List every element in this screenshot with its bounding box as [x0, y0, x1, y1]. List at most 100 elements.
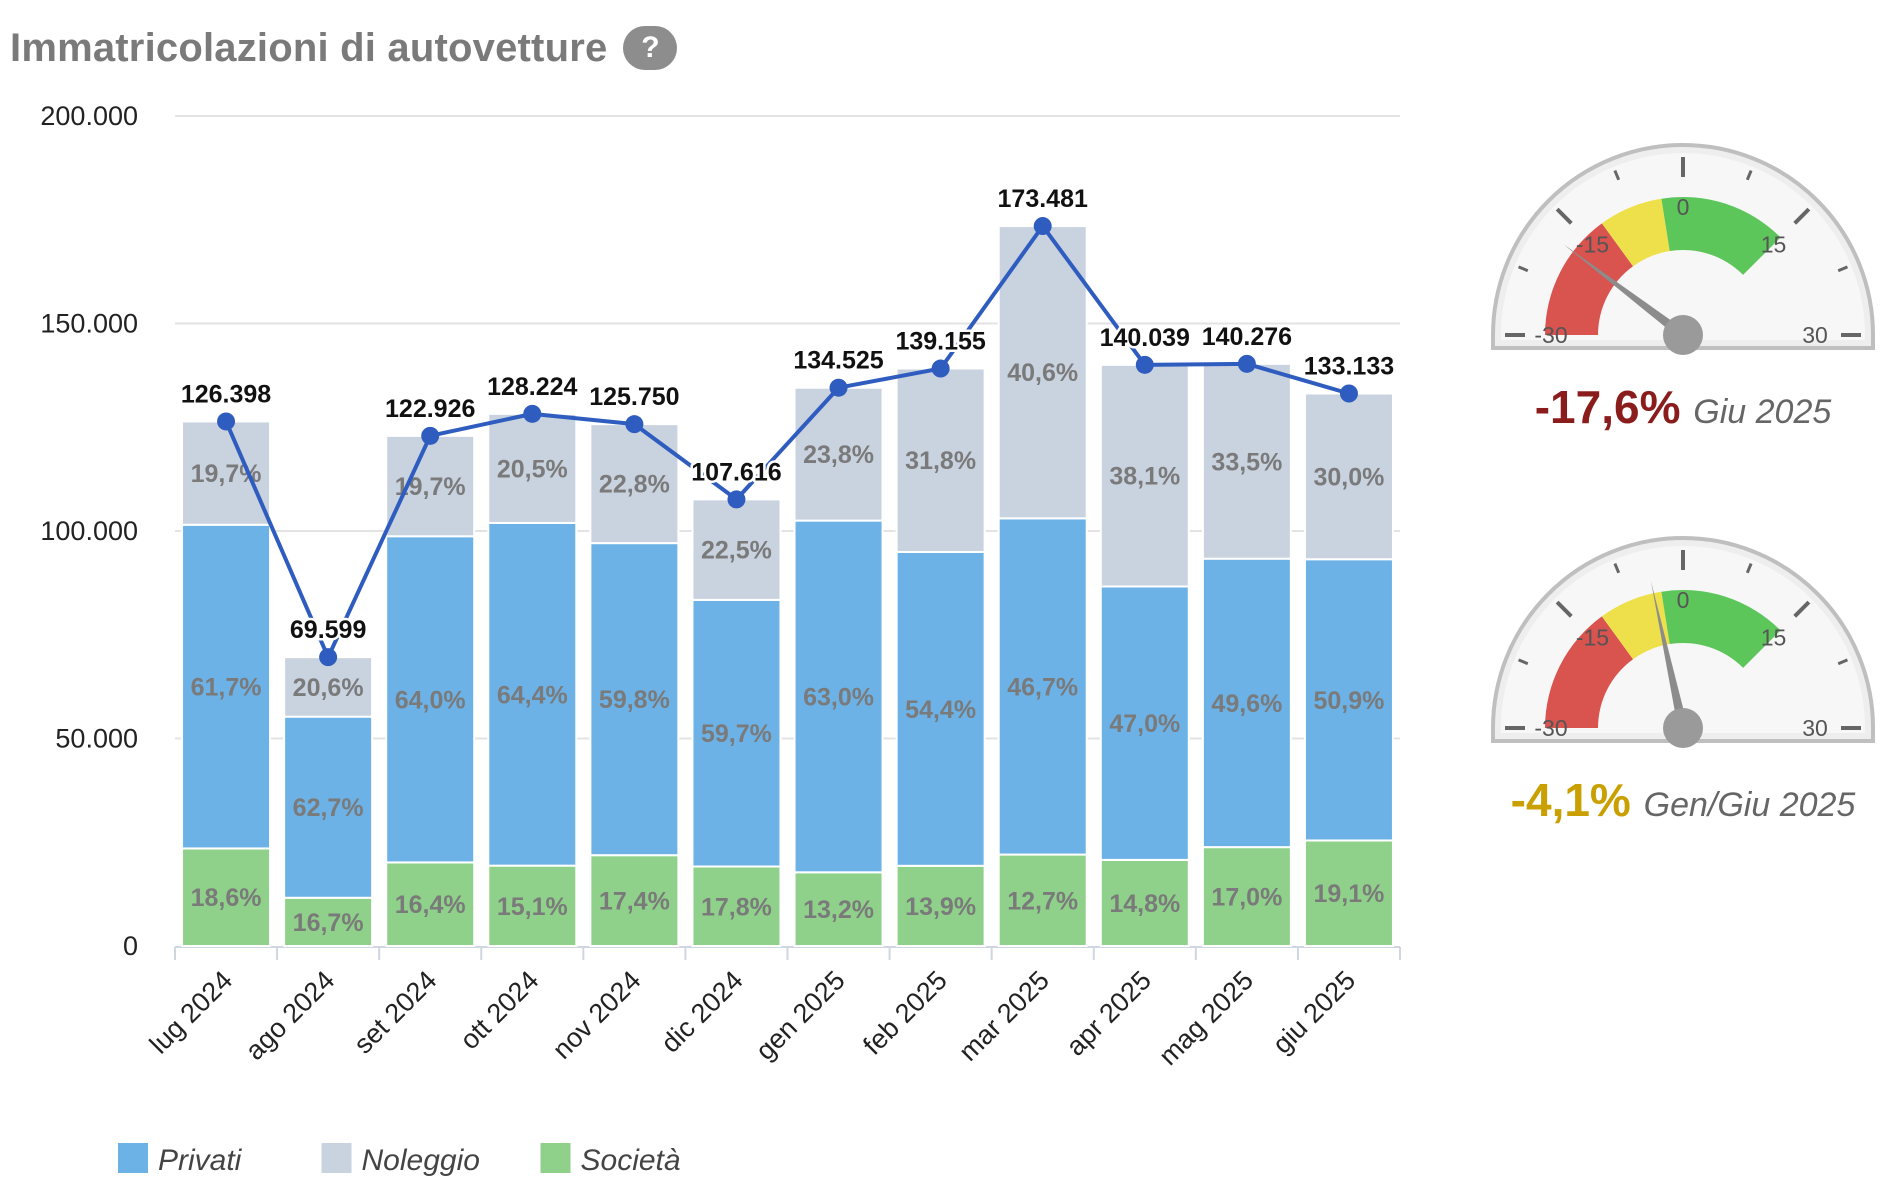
- chart-title: Immatricolazioni di autovetture: [10, 25, 608, 70]
- bar-segment: [1099, 363, 1190, 588]
- bar-segment: [1303, 392, 1394, 561]
- gauge-tick: [1837, 658, 1849, 666]
- legend-label: Privati: [158, 1144, 243, 1177]
- gauge: -30 -15 0 15 30 -17,6% Giu 2025: [1491, 143, 1875, 433]
- gauge-scale-label: -15: [1576, 624, 1609, 650]
- x-tick-label: giu 2025: [1267, 965, 1361, 1059]
- gauge-scale-label: 0: [1677, 587, 1690, 613]
- gauge-readout: -17,6% Giu 2025: [1535, 381, 1832, 433]
- gauge-band: [1661, 590, 1781, 668]
- bar-percent-label: 59,7%: [701, 720, 772, 748]
- total-value-label: 122.926: [385, 395, 475, 423]
- bar-segment: [895, 864, 986, 948]
- total-value-label: 125.750: [589, 383, 679, 411]
- bar-segment: [691, 498, 782, 601]
- gauge-period: Giu 2025: [1693, 393, 1831, 431]
- help-icon[interactable]: ?: [623, 26, 678, 70]
- gauge: -30 -15 0 15 30 -4,1% Gen/Giu 2025: [1491, 536, 1875, 826]
- bar-percent-label: 31,8%: [905, 447, 976, 475]
- bar-percent-label: 30,0%: [1314, 463, 1385, 491]
- y-tick-label: 150.000: [40, 309, 138, 339]
- bar-percent-label: 64,0%: [395, 686, 466, 714]
- gauge-hub: [1663, 708, 1703, 748]
- total-point: [625, 415, 644, 434]
- bar-percent-label: 40,6%: [1007, 359, 1078, 387]
- x-tick-label: lug 2024: [144, 965, 238, 1059]
- bar-percent-label: 22,5%: [701, 537, 772, 565]
- y-tick-label: 50.000: [55, 724, 138, 754]
- gauge-band: [1545, 223, 1634, 335]
- bar-segment: [487, 521, 578, 867]
- bar-percent-label: 64,4%: [497, 681, 568, 709]
- gauge-tick: [1517, 658, 1529, 666]
- bar-percent-label: 20,6%: [293, 674, 364, 702]
- bar-percent-label: 13,9%: [905, 893, 976, 921]
- bar-segment: [283, 715, 374, 899]
- legend-label: Noleggio: [362, 1144, 480, 1177]
- gauge-value: -17,6%: [1535, 381, 1694, 433]
- legend-label: Società: [581, 1144, 681, 1177]
- bar-percent-label: 16,7%: [293, 909, 364, 937]
- bar-segment: [487, 412, 578, 524]
- gauge-tick: [1555, 207, 1573, 225]
- bar-percent-label: 13,2%: [803, 896, 874, 924]
- bar-segment: [181, 420, 272, 526]
- bar-segment: [1099, 585, 1190, 861]
- bar-segment: [385, 434, 476, 538]
- bar-percent-label: 62,7%: [293, 794, 364, 822]
- gauge-readout: -4,1% Gen/Giu 2025: [1511, 774, 1856, 826]
- bar-percent-label: 49,6%: [1211, 690, 1282, 718]
- bar-percent-label: 22,8%: [599, 471, 670, 499]
- gauge-band: [1601, 198, 1670, 267]
- bar-percent-label: 63,0%: [803, 683, 874, 711]
- bar-percent-label: 17,8%: [701, 893, 772, 921]
- gauge-tick: [1613, 169, 1621, 181]
- x-tick-label: mar 2025: [953, 965, 1055, 1067]
- total-value-label: 139.155: [895, 328, 985, 356]
- bar-segment: [283, 656, 374, 718]
- gauge-tick: [1745, 169, 1753, 181]
- total-point: [523, 404, 542, 423]
- total-point: [931, 359, 950, 378]
- bar-percent-label: 54,4%: [905, 696, 976, 724]
- gauge-tick: [1745, 562, 1753, 574]
- total-value-label: 140.039: [1100, 324, 1190, 352]
- gauge-band: [1661, 197, 1781, 275]
- total-point: [727, 490, 746, 509]
- gauge-needle: [1563, 244, 1687, 339]
- bar-percent-label: 38,1%: [1109, 463, 1180, 491]
- bar-segment: [997, 517, 1088, 856]
- legend-swatch: [321, 1143, 352, 1173]
- bar-percent-label: 16,4%: [395, 891, 466, 919]
- bar-percent-label: 14,8%: [1109, 890, 1180, 918]
- x-tick-label: dic 2024: [655, 965, 748, 1058]
- x-tick-label: gen 2025: [750, 965, 851, 1066]
- total-point: [1033, 217, 1052, 236]
- bar-segment: [1303, 839, 1394, 947]
- gauge-tick: [1613, 562, 1621, 574]
- total-value-label: 173.481: [998, 185, 1088, 213]
- bar-segment: [385, 535, 476, 864]
- bar-segment: [997, 853, 1088, 947]
- bar-percent-label: 46,7%: [1007, 673, 1078, 701]
- gauge-tick: [1793, 207, 1811, 225]
- total-line: [224, 224, 1350, 660]
- total-value-label: 134.525: [793, 347, 883, 375]
- gauge-hub: [1663, 315, 1703, 355]
- gauge-band: [1545, 616, 1634, 728]
- x-tick-label: mag 2025: [1153, 965, 1259, 1071]
- bar-percent-label: 47,0%: [1109, 710, 1180, 738]
- total-value-label: 69.599: [290, 616, 366, 644]
- y-tick-label: 0: [123, 931, 138, 961]
- bar-segment: [997, 225, 1088, 520]
- gauge-scale-label: -30: [1534, 715, 1567, 741]
- x-tick-label: nov 2024: [547, 965, 647, 1065]
- total-value-label: 126.398: [181, 380, 271, 408]
- legend-swatch: [540, 1143, 571, 1173]
- gauge-tick: [1555, 600, 1573, 618]
- gauge-scale-label: -15: [1576, 231, 1609, 257]
- gauge-scale-label: 0: [1677, 194, 1690, 220]
- gauge-scale-label: -30: [1534, 322, 1567, 348]
- gauge-tick: [1517, 265, 1529, 273]
